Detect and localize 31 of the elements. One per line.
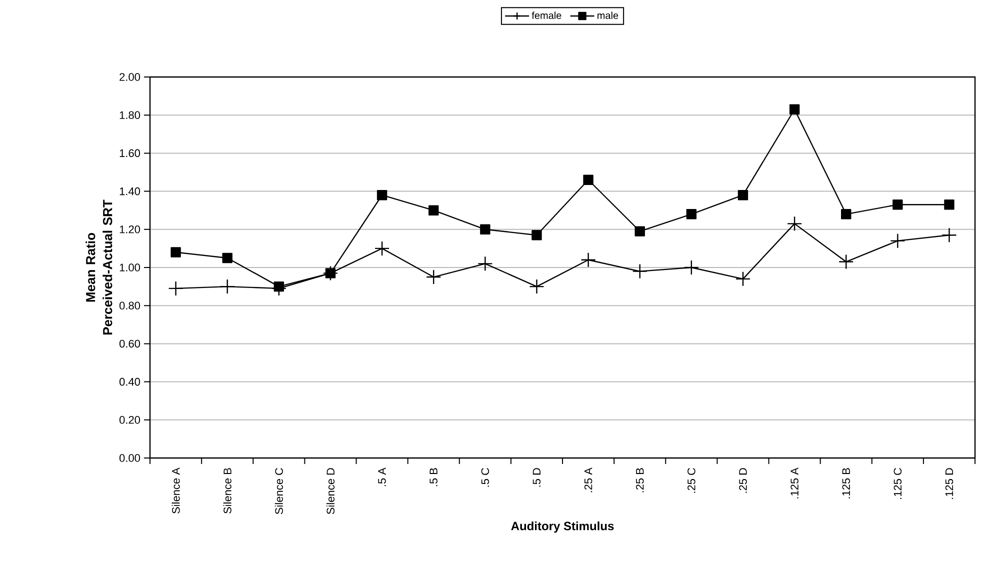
y-tick-label: 0.00 (119, 454, 140, 462)
x-tick-label: .25 C (688, 468, 696, 493)
y-tick-label: 1.20 (120, 226, 140, 234)
y-tick-label: 0.60 (119, 340, 140, 348)
x-tick-label: .125 C (894, 468, 902, 499)
y-tick-label: 0.20 (119, 416, 140, 424)
x-tick-label: .125 B (842, 468, 850, 498)
legend-label: female (532, 12, 562, 19)
x-tick-label: Silence C (274, 468, 283, 514)
y-tick-label: 0.40 (119, 378, 140, 386)
x-tick-label: .5 D (532, 468, 541, 487)
legend-label: male (598, 12, 618, 19)
x-tick-label: .125 D (945, 468, 954, 499)
y-tick-label: 1.00 (120, 264, 140, 272)
x-tick-label: Silence D (326, 468, 335, 514)
x-tick-label: .5 B (430, 468, 438, 486)
x-tick-label: .5 A (378, 468, 386, 486)
y-tick-label: 2.00 (120, 73, 140, 81)
x-tick-label: .125 A (790, 468, 798, 498)
x-tick-label: Silence A (172, 468, 180, 514)
y-axis-title: Mean Ratio Perceived-Actual SRT (86, 200, 112, 335)
x-tick-label: .25 D (739, 468, 747, 493)
x-axis-title: Auditory Stimulus (511, 521, 614, 533)
x-tick-label: Silence B (223, 468, 232, 514)
y-tick-label: 1.60 (120, 149, 140, 158)
x-tick-label: .25 A (584, 468, 592, 492)
y-tick-label: 0.80 (119, 302, 140, 310)
y-tick-label: 1.40 (120, 187, 140, 196)
x-tick-label: .25 B (636, 468, 644, 492)
x-tick-label: .5 C (481, 468, 490, 487)
y-tick-label: 1.80 (120, 111, 140, 119)
